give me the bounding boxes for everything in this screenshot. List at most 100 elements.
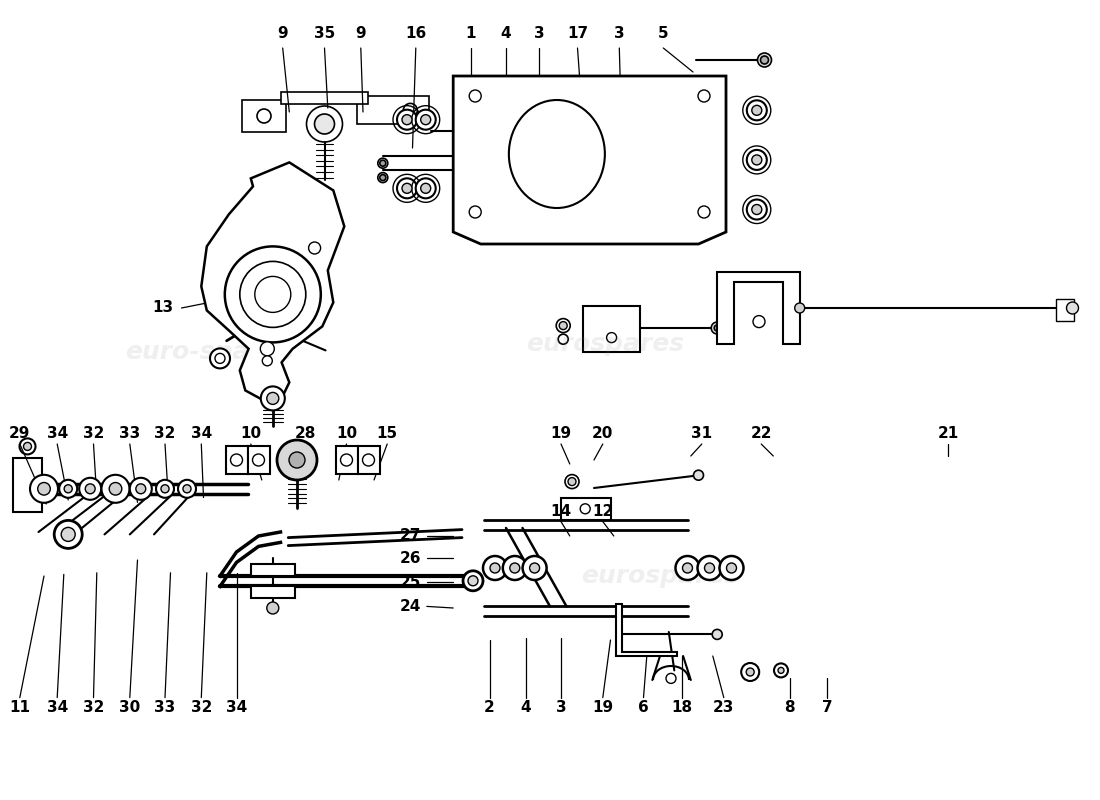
Polygon shape (358, 96, 429, 124)
Circle shape (161, 485, 169, 493)
Circle shape (309, 242, 320, 254)
Circle shape (262, 356, 273, 366)
Circle shape (693, 470, 704, 480)
Circle shape (253, 454, 264, 466)
Circle shape (559, 322, 568, 330)
Circle shape (463, 570, 483, 590)
Polygon shape (280, 92, 368, 104)
Circle shape (794, 303, 805, 313)
Text: euro-spares: euro-spares (124, 340, 294, 364)
Circle shape (30, 475, 58, 503)
Circle shape (778, 667, 784, 674)
Circle shape (675, 556, 700, 580)
Text: 17: 17 (566, 26, 588, 41)
Text: 10: 10 (336, 426, 358, 441)
Polygon shape (242, 100, 286, 132)
Text: 13: 13 (152, 301, 174, 315)
Text: 23: 23 (713, 701, 735, 715)
Text: 20: 20 (592, 426, 614, 441)
Circle shape (64, 485, 73, 493)
Circle shape (698, 206, 710, 218)
Text: 7: 7 (822, 701, 833, 715)
Circle shape (522, 556, 547, 580)
Circle shape (565, 474, 579, 489)
Circle shape (751, 155, 762, 165)
Circle shape (267, 602, 278, 614)
Text: 14: 14 (550, 505, 572, 519)
Circle shape (261, 342, 274, 356)
Text: 15: 15 (376, 426, 398, 441)
Text: 3: 3 (556, 701, 566, 715)
Circle shape (210, 349, 230, 368)
Text: 9: 9 (277, 26, 288, 41)
Polygon shape (248, 446, 270, 474)
Circle shape (231, 454, 242, 466)
Text: 32: 32 (82, 426, 104, 441)
Text: 34: 34 (226, 701, 248, 715)
Text: 34: 34 (46, 701, 68, 715)
Polygon shape (251, 564, 295, 576)
Circle shape (23, 442, 32, 450)
Circle shape (747, 100, 767, 120)
Text: 30: 30 (119, 701, 141, 715)
Text: 5: 5 (658, 26, 669, 41)
Bar (1056, 299, 1074, 321)
Circle shape (257, 109, 271, 123)
Text: 16: 16 (405, 26, 427, 41)
Circle shape (54, 521, 82, 549)
Circle shape (760, 56, 769, 64)
Circle shape (746, 668, 755, 676)
Polygon shape (616, 604, 676, 656)
Circle shape (719, 556, 744, 580)
Polygon shape (336, 446, 358, 474)
Polygon shape (717, 272, 800, 344)
Circle shape (741, 663, 759, 681)
Circle shape (261, 386, 285, 410)
Circle shape (483, 556, 507, 580)
Text: 35: 35 (314, 26, 336, 41)
Circle shape (402, 114, 412, 125)
Circle shape (747, 199, 767, 219)
Text: 29: 29 (9, 426, 31, 441)
Circle shape (751, 205, 762, 214)
Text: 3: 3 (614, 26, 625, 41)
Circle shape (62, 527, 75, 542)
Circle shape (470, 206, 481, 218)
Circle shape (416, 110, 436, 130)
Text: 6: 6 (638, 701, 649, 715)
Circle shape (267, 392, 278, 404)
Circle shape (682, 563, 693, 573)
Text: 24: 24 (399, 599, 421, 614)
Circle shape (420, 183, 431, 194)
Circle shape (402, 183, 412, 194)
Circle shape (404, 103, 417, 118)
Circle shape (240, 262, 306, 327)
Polygon shape (453, 76, 726, 244)
Text: 25: 25 (399, 575, 421, 590)
Text: 22: 22 (750, 426, 772, 441)
Circle shape (379, 160, 386, 166)
Text: 31: 31 (691, 426, 713, 441)
Polygon shape (583, 306, 640, 352)
Circle shape (183, 485, 191, 493)
Polygon shape (226, 446, 248, 474)
Circle shape (490, 563, 500, 573)
Circle shape (712, 322, 723, 334)
Circle shape (59, 480, 77, 498)
Text: 12: 12 (592, 505, 614, 519)
Circle shape (37, 482, 51, 495)
Text: 21: 21 (937, 426, 959, 441)
Ellipse shape (509, 100, 605, 208)
Circle shape (255, 276, 290, 312)
Circle shape (377, 158, 388, 168)
Circle shape (136, 484, 145, 494)
Circle shape (178, 480, 196, 498)
Text: 9: 9 (355, 26, 366, 41)
Circle shape (277, 440, 317, 480)
Circle shape (315, 114, 334, 134)
Circle shape (568, 478, 576, 486)
Circle shape (397, 110, 417, 130)
Text: eurospares: eurospares (526, 332, 684, 356)
Circle shape (420, 114, 431, 125)
Circle shape (751, 106, 762, 115)
